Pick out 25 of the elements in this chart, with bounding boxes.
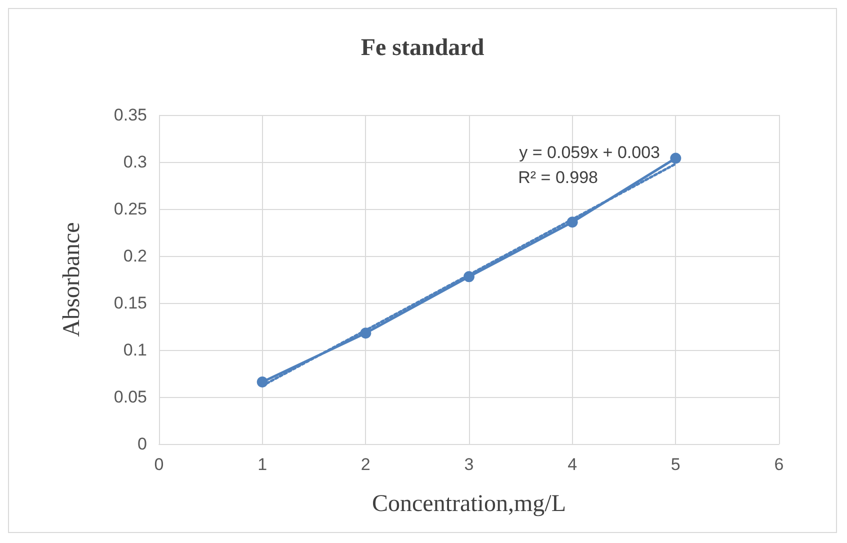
x-tick-label: 1: [258, 455, 268, 474]
y-tick-label: 0.3: [123, 152, 147, 172]
y-axis-title: Absorbance: [59, 222, 85, 337]
point: [566, 216, 578, 228]
point: [256, 376, 268, 388]
annotation: y = 0.059x + 0.003: [519, 143, 660, 162]
x-tick-label: 3: [464, 455, 474, 474]
point: [360, 328, 372, 339]
chart-title: Fe standard: [360, 35, 485, 61]
y-tick-label: 0.15: [114, 294, 147, 312]
point: [670, 152, 682, 164]
y-tick-label: 0.25: [114, 200, 147, 218]
y-tick-label: 0.2: [123, 246, 147, 266]
x-tick-label: 5: [670, 455, 680, 474]
y-tick-label: 0.1: [123, 340, 147, 360]
annotation: R² = 0.998: [518, 168, 598, 187]
x-tick-label: 4: [568, 455, 578, 474]
y-tick-label: 0: [138, 434, 147, 454]
y-tick-label: 0.05: [114, 388, 147, 406]
x-tick-label: 6: [774, 455, 784, 474]
y-tick-label: 0.35: [114, 106, 147, 124]
x-tick-label: 2: [360, 455, 370, 474]
point: [464, 271, 474, 282]
x-axis-title: Concentration,mg/L: [372, 491, 566, 517]
x-tick-label: 0: [154, 455, 164, 474]
